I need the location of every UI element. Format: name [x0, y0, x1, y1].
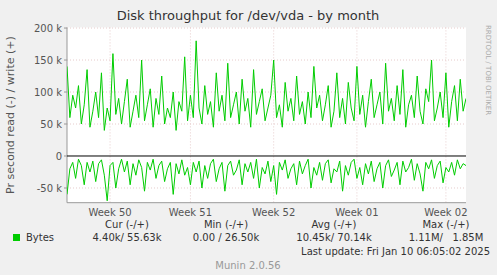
- x-grid: [273, 27, 274, 202]
- summary-header: Max (-/+): [422, 219, 469, 230]
- x-grid: [190, 27, 191, 202]
- y-grid: [67, 92, 466, 93]
- y-tick-label: -50 k: [37, 183, 63, 194]
- series-line: [67, 41, 466, 131]
- credit: RRDTOOL / TOBI OETIKER: [484, 25, 492, 115]
- summary-value: 4.40k/ 55.63k: [92, 232, 161, 243]
- plot-group: [67, 41, 466, 201]
- x-tick-label: Week 51: [169, 207, 212, 218]
- y-tick-label: 100 k: [34, 87, 62, 98]
- x-tick-label: Week 52: [252, 207, 295, 218]
- title: Disk throughput for /dev/vda - by month: [117, 8, 380, 23]
- y-tick-label: 150 k: [34, 55, 62, 66]
- y-grid: [67, 28, 466, 29]
- x-grid: [445, 27, 446, 202]
- version: Munin 2.0.56: [215, 260, 280, 271]
- y-axis-label: Pr second read (-) / write (+): [4, 36, 17, 194]
- x-tick-label: Week 02: [424, 207, 467, 218]
- x-tick-label: Week 50: [88, 207, 131, 218]
- zero-line: [67, 155, 466, 156]
- y-grid: [67, 60, 466, 61]
- summary-header: Min (-/+): [204, 219, 248, 230]
- plot-area: [67, 27, 466, 202]
- y-tick-label: 200 k: [34, 23, 62, 34]
- legend-swatch: [13, 234, 20, 241]
- summary-value: 0.00 / 26.50k: [193, 232, 260, 243]
- y-tick-label: 0: [56, 151, 62, 162]
- background: [0, 0, 497, 275]
- last-update: Last update: Fri Jan 10 06:05:02 2025: [301, 246, 490, 257]
- x-axis: [67, 202, 466, 203]
- y-axis: [67, 27, 68, 202]
- y-grid: [67, 187, 466, 188]
- summary-value: 1.11M/ 1.85M: [409, 232, 484, 243]
- y-tick-label: 50 k: [40, 119, 62, 130]
- legend-label: Bytes: [26, 232, 54, 243]
- summary-value: 10.45k/ 70.14k: [296, 232, 372, 243]
- summary-header: Avg (-/+): [312, 219, 357, 230]
- chart: Disk throughput for /dev/vda - by month P…: [0, 0, 497, 275]
- series-line: [67, 159, 466, 201]
- x-tick-label: Week 01: [335, 207, 378, 218]
- summary-header: Cur (-/+): [105, 219, 149, 230]
